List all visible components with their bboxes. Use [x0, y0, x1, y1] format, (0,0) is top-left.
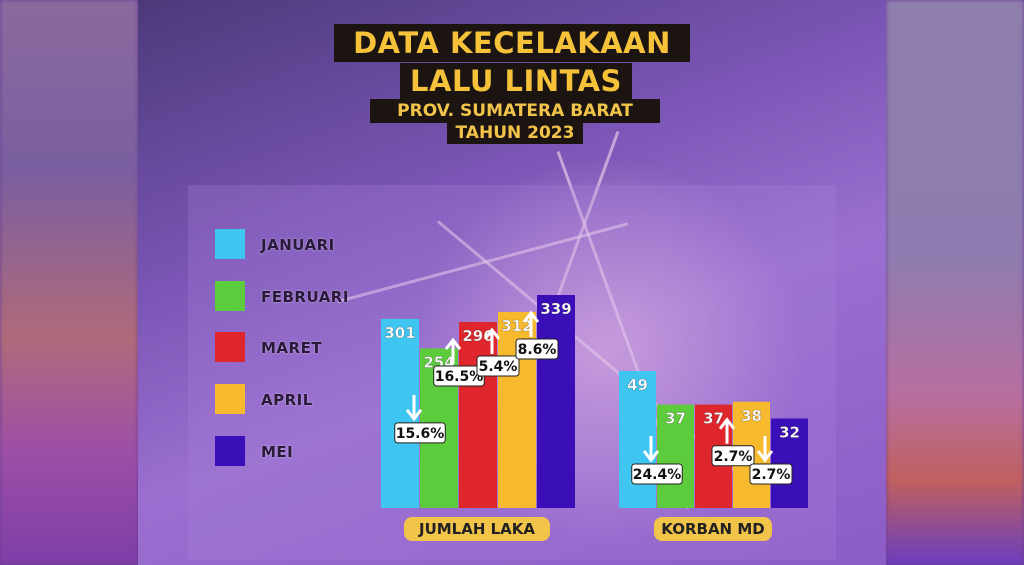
- arrow-up-icon: [522, 310, 540, 337]
- change-badge: [515, 338, 559, 360]
- bar-value-label: 37: [665, 410, 686, 428]
- change-badge: [711, 445, 755, 467]
- legend-label-april: APRIL: [261, 391, 313, 409]
- change-percent-label: 5.4%: [479, 359, 518, 375]
- change-percent-label: 8.6%: [518, 342, 557, 358]
- legend-label-januari: JANUARI: [261, 236, 335, 254]
- legend-label-mei: MEI: [261, 443, 294, 461]
- group-label-jumlah-laka: JUMLAH LAKA: [404, 517, 550, 541]
- arrow-down-icon: [642, 436, 660, 463]
- bar-value-label: 339: [540, 300, 571, 318]
- arrow-down-icon: [405, 394, 423, 422]
- arrow-up-icon: [718, 417, 736, 444]
- legend-swatch-januari: [215, 229, 245, 259]
- legend-label-februari: FEBRUARI: [261, 288, 349, 306]
- title-line-1: DATA KECELAKAAN: [334, 24, 690, 62]
- background-blur-right: [886, 0, 1024, 565]
- infographic-poster: DATA KECELAKAAN LALU LINTAS PROV. SUMATE…: [138, 0, 886, 565]
- arrow-up-icon: [483, 327, 501, 354]
- bar-value-label: 37: [703, 410, 724, 428]
- title-line-2: LALU LINTAS: [400, 63, 632, 99]
- change-badge: [476, 355, 520, 377]
- legend-swatch-april: [215, 384, 245, 414]
- change-badge: [631, 463, 683, 485]
- bar-value-label: 49: [627, 376, 648, 394]
- change-percent-label: 2.7%: [714, 449, 753, 465]
- change-badge: [749, 463, 793, 485]
- bar-jumlah-laka-mei: [537, 295, 575, 508]
- bar-korban-md-mei: [771, 418, 808, 508]
- bar-value-label: 38: [741, 407, 762, 425]
- arrow-up-icon: [444, 337, 462, 365]
- bar-korban-md-februari: [657, 404, 694, 508]
- legend-label-maret: MARET: [261, 339, 323, 357]
- bar-value-label: 301: [384, 324, 415, 342]
- bar-value-label: 312: [501, 317, 532, 335]
- change-percent-label: 24.4%: [633, 467, 682, 483]
- change-percent-label: 2.7%: [752, 467, 791, 483]
- background-blur-left: [0, 0, 138, 565]
- group-label-korban-md: KORBAN MD: [654, 517, 772, 541]
- arrow-down-icon: [756, 436, 774, 463]
- legend-swatch-februari: [215, 281, 245, 311]
- change-percent-label: 16.5%: [435, 369, 484, 385]
- subtitle-line-2: TAHUN 2023: [447, 122, 583, 144]
- change-percent-label: 15.6%: [396, 426, 445, 442]
- legend-swatch-maret: [215, 332, 245, 362]
- bar-value-label: 296: [462, 327, 493, 345]
- bar-value-label: 32: [779, 424, 800, 442]
- subtitle-line-1: PROV. SUMATERA BARAT: [370, 99, 660, 123]
- change-badge: [394, 422, 446, 444]
- legend-swatch-mei: [215, 436, 245, 466]
